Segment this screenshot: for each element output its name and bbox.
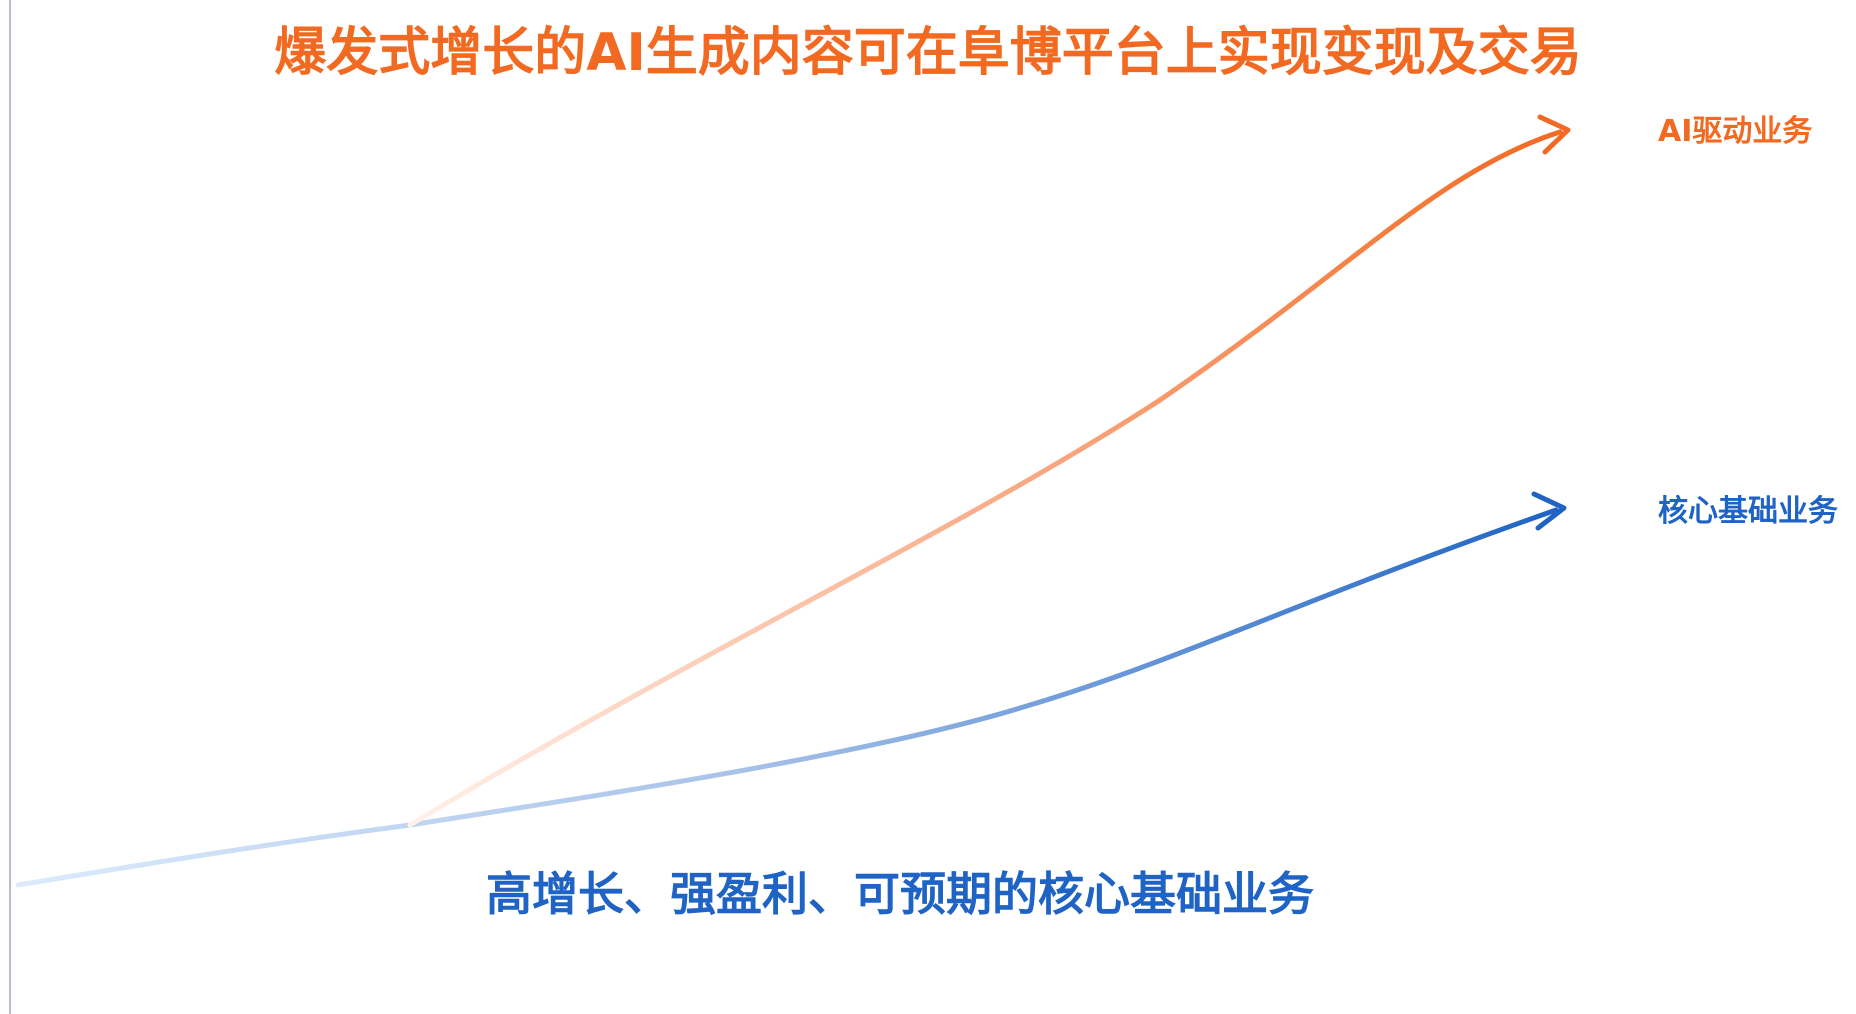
ai-business-curve xyxy=(407,129,1563,828)
core-business-label: 核心基础业务 xyxy=(1658,494,1838,529)
core-business-subline: 高增长、强盈利、可预期的核心基础业务 xyxy=(486,867,1314,921)
core-business-curve xyxy=(15,507,1559,888)
ai-business-arrowhead xyxy=(1537,114,1571,155)
diagram-headline: 爆发式增长的AI生成内容可在阜博平台上实现变现及交易 xyxy=(274,23,1582,83)
core-business-arrowhead xyxy=(1531,491,1567,531)
ai-business-label: AI驱动业务 xyxy=(1658,114,1813,149)
